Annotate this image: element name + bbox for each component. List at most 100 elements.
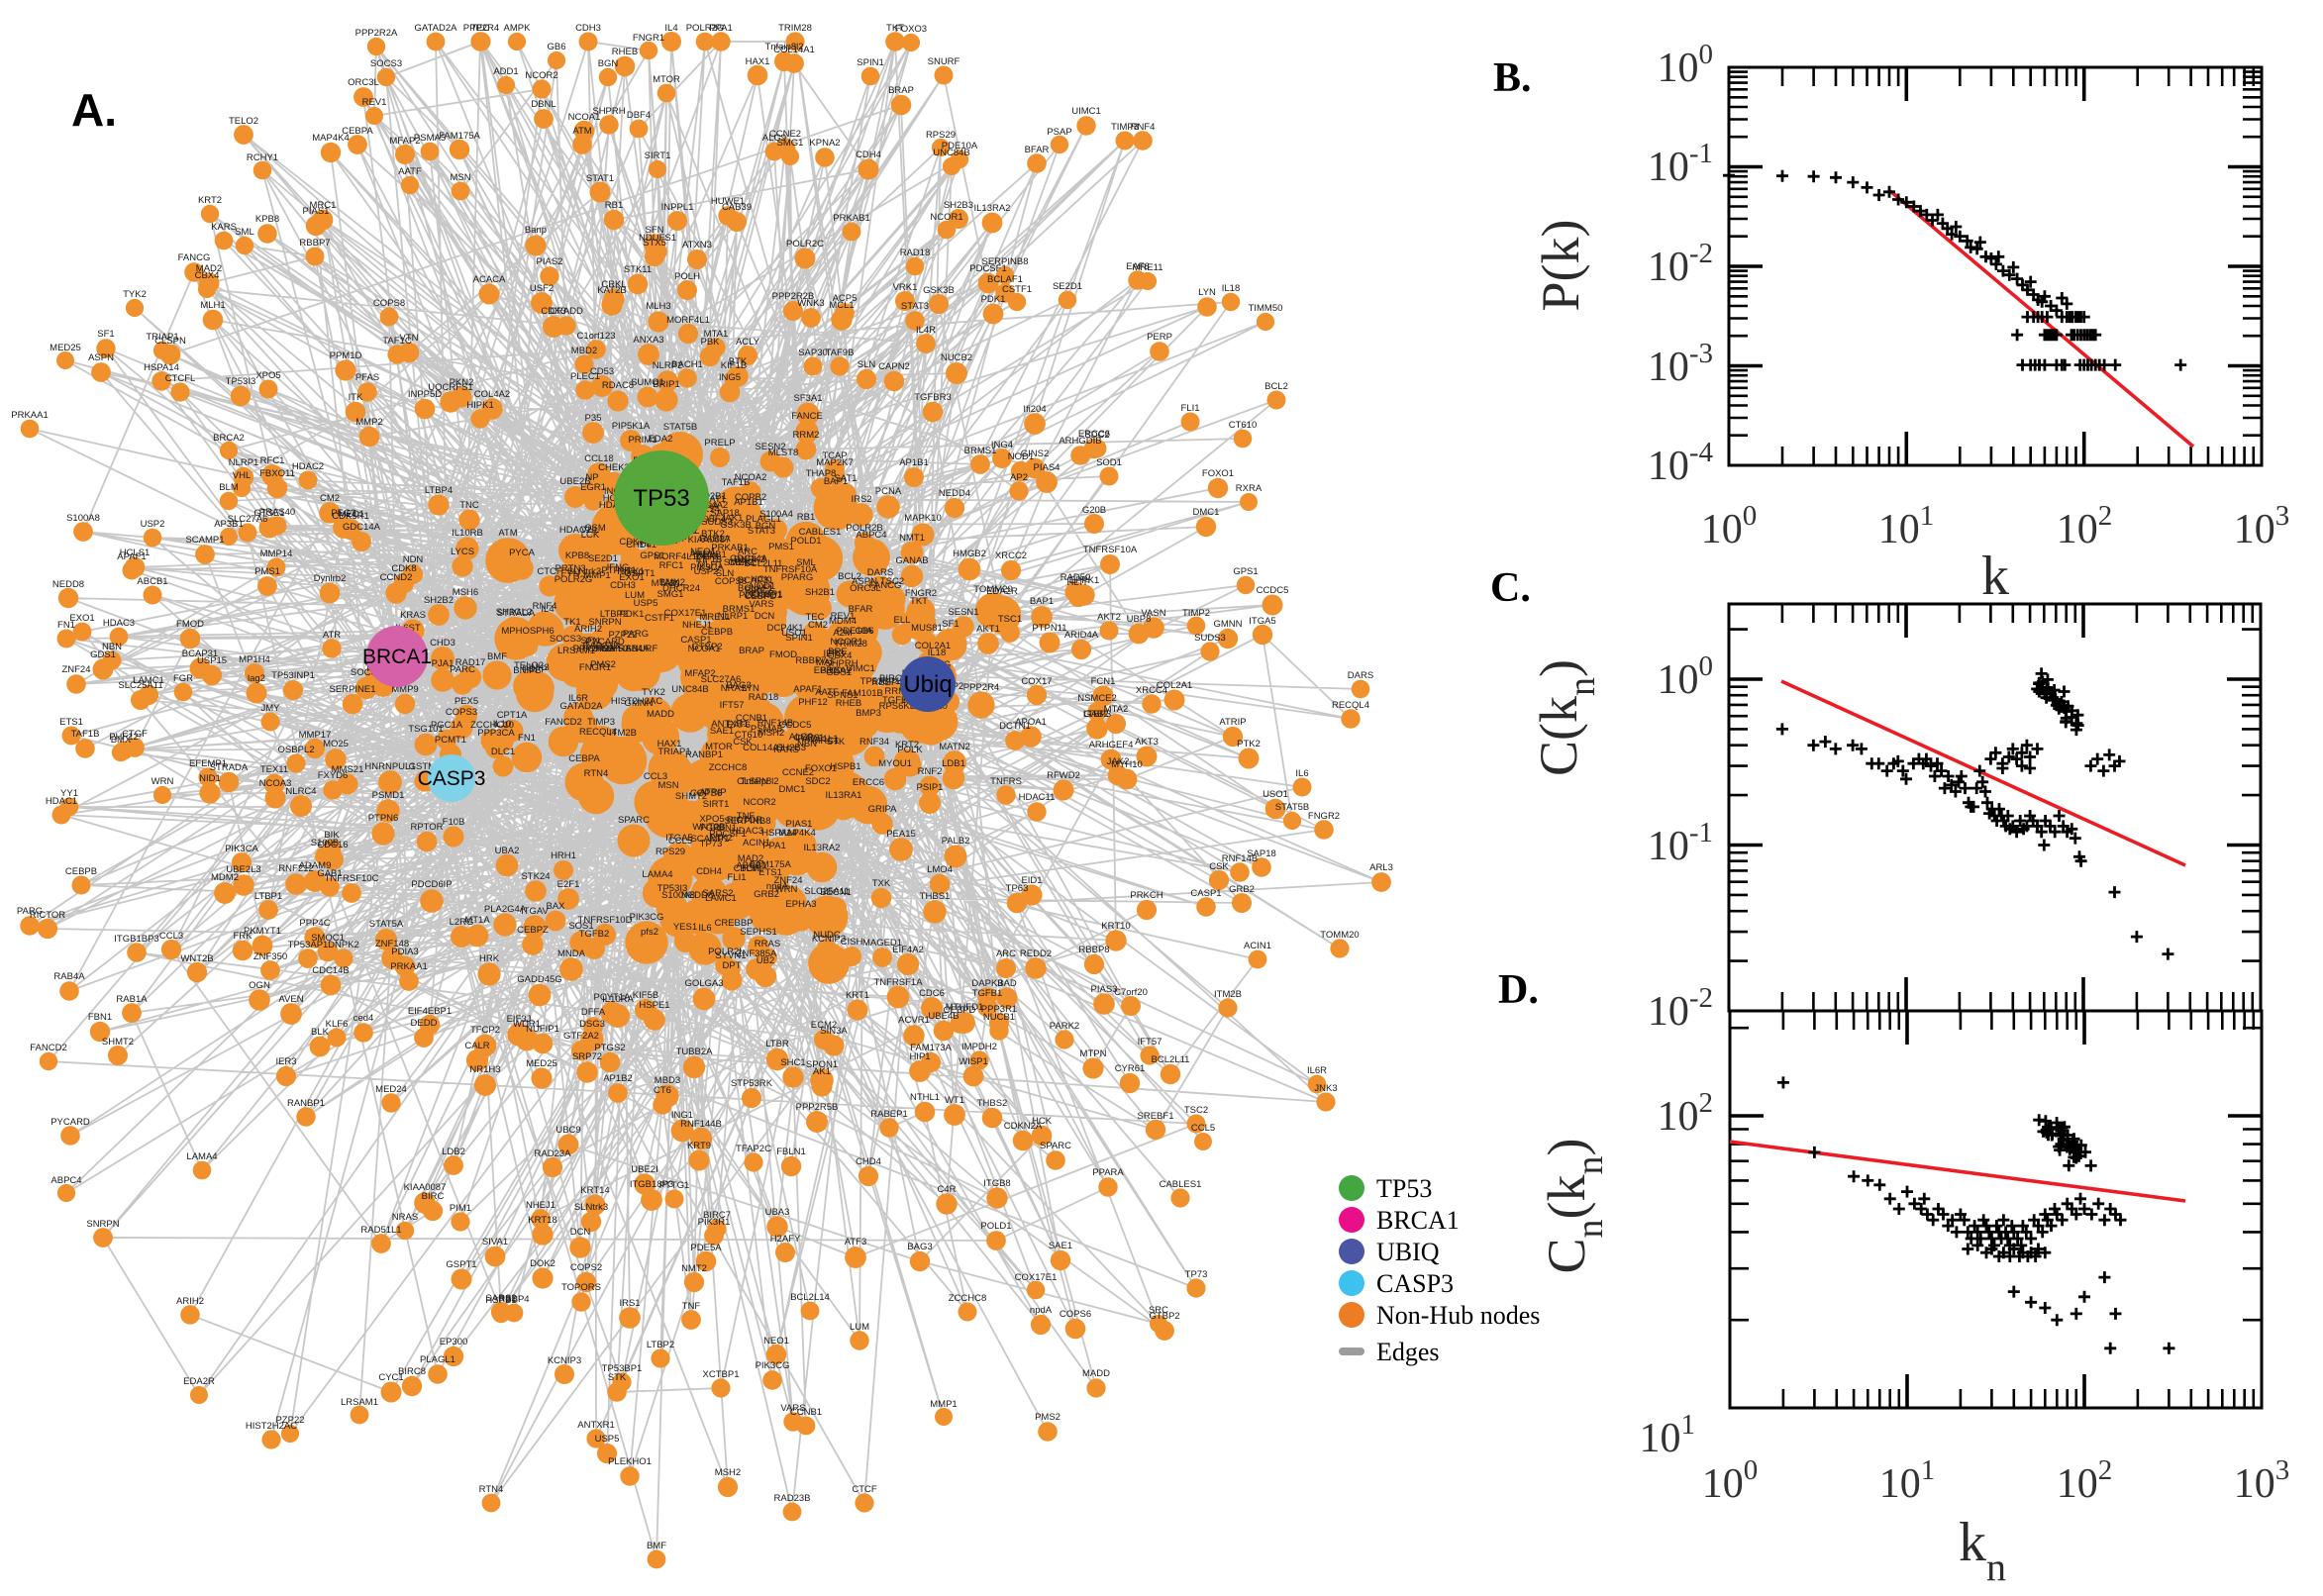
svg-text:EXO1: EXO1 bbox=[619, 572, 644, 583]
svg-text:TK1: TK1 bbox=[563, 617, 580, 628]
svg-text:NCOR1: NCOR1 bbox=[930, 212, 962, 223]
svg-text:SF3A1: SF3A1 bbox=[793, 393, 822, 404]
svg-text:ECM2: ECM2 bbox=[811, 1020, 837, 1031]
svg-text:k: k bbox=[1981, 546, 2009, 607]
svg-text:KRT18: KRT18 bbox=[528, 1215, 556, 1226]
svg-text:CCNE2: CCNE2 bbox=[769, 129, 801, 140]
svg-text:TOPORS: TOPORS bbox=[561, 1282, 601, 1293]
svg-text:Tnfaip8l2: Tnfaip8l2 bbox=[764, 42, 803, 52]
svg-text:MMP17: MMP17 bbox=[299, 730, 332, 741]
svg-text:KRT9: KRT9 bbox=[687, 1141, 711, 1151]
svg-text:CLSPN: CLSPN bbox=[737, 776, 768, 787]
svg-text:BRCA1: BRCA1 bbox=[1376, 1206, 1460, 1235]
svg-text:TCAP: TCAP bbox=[822, 450, 847, 461]
svg-text:GDC14A: GDC14A bbox=[343, 522, 381, 533]
svg-text:RICTOR: RICTOR bbox=[727, 815, 762, 826]
svg-text:BIRC8: BIRC8 bbox=[398, 1366, 426, 1377]
svg-text:PDE5A: PDE5A bbox=[690, 1243, 722, 1253]
svg-text:KIF1B: KIF1B bbox=[696, 554, 722, 565]
svg-text:ZCCHC8: ZCCHC8 bbox=[949, 1293, 987, 1304]
svg-text:SAE1: SAE1 bbox=[710, 726, 734, 737]
svg-text:CYR61: CYR61 bbox=[794, 733, 825, 744]
svg-text:PPA1: PPA1 bbox=[709, 23, 733, 34]
svg-text:ARHGDIB: ARHGDIB bbox=[1059, 436, 1101, 447]
svg-text:STK24: STK24 bbox=[521, 871, 550, 882]
svg-text:FNGR1: FNGR1 bbox=[579, 662, 611, 673]
svg-text:ABPC4: ABPC4 bbox=[856, 530, 886, 541]
svg-text:IL4R: IL4R bbox=[916, 325, 936, 336]
svg-text:CRADD: CRADD bbox=[550, 306, 583, 317]
svg-text:PDCSF1: PDCSF1 bbox=[709, 829, 746, 840]
svg-text:KIAA0087: KIAA0087 bbox=[404, 1182, 447, 1193]
svg-text:CAB39: CAB39 bbox=[722, 202, 752, 213]
svg-text:COX17E1: COX17E1 bbox=[1015, 1272, 1058, 1283]
svg-text:NMT2: NMT2 bbox=[681, 1263, 707, 1274]
svg-text:RICTOR: RICTOR bbox=[30, 910, 65, 921]
svg-text:HCK: HCK bbox=[1032, 1116, 1053, 1127]
svg-text:ING4: ING4 bbox=[991, 440, 1013, 450]
svg-text:PTGS2: PTGS2 bbox=[594, 1043, 625, 1053]
svg-text:POLR2C: POLR2C bbox=[786, 239, 824, 249]
svg-text:POLR2G: POLR2G bbox=[555, 574, 593, 585]
svg-text:LYN: LYN bbox=[1198, 287, 1216, 298]
svg-text:PIK3CA: PIK3CA bbox=[225, 844, 258, 854]
svg-text:BTK: BTK bbox=[729, 356, 748, 367]
svg-text:SLN: SLN bbox=[858, 359, 876, 370]
svg-text:AP3B1: AP3B1 bbox=[214, 519, 244, 530]
svg-text:FYN: FYN bbox=[561, 568, 580, 579]
svg-text:RAD17: RAD17 bbox=[455, 657, 486, 668]
svg-text:DMC1: DMC1 bbox=[779, 784, 806, 795]
svg-text:GATAD2A: GATAD2A bbox=[560, 701, 604, 712]
svg-text:REV1: REV1 bbox=[831, 611, 856, 622]
svg-text:SIRT1: SIRT1 bbox=[703, 799, 730, 810]
svg-text:RHEB: RHEB bbox=[836, 698, 861, 709]
svg-text:IFT57: IFT57 bbox=[1138, 1037, 1162, 1047]
svg-text:ATM: ATM bbox=[572, 126, 591, 137]
svg-text:CASP1: CASP1 bbox=[680, 635, 711, 646]
svg-text:CT610: CT610 bbox=[1229, 420, 1258, 431]
svg-text:NBN: NBN bbox=[797, 739, 817, 749]
svg-text:RNF144B: RNF144B bbox=[680, 1119, 722, 1130]
svg-text:ADD1: ADD1 bbox=[493, 66, 518, 77]
svg-text:BIRC7: BIRC7 bbox=[745, 585, 772, 596]
svg-text:BLM: BLM bbox=[219, 482, 239, 493]
svg-text:INPP5D: INPP5D bbox=[408, 389, 442, 400]
svg-text:MRE11: MRE11 bbox=[1133, 262, 1163, 273]
svg-text:HDAC2: HDAC2 bbox=[559, 525, 591, 536]
svg-text:JAK2: JAK2 bbox=[1107, 756, 1130, 767]
svg-text:WNT2B: WNT2B bbox=[692, 822, 725, 833]
svg-text:PRTN3: PRTN3 bbox=[556, 563, 586, 574]
svg-text:ABCB1: ABCB1 bbox=[736, 860, 766, 871]
svg-text:PALB2: PALB2 bbox=[942, 836, 970, 847]
svg-text:PTK2: PTK2 bbox=[1237, 739, 1261, 749]
svg-text:E2F1: E2F1 bbox=[557, 879, 580, 890]
svg-text:MAF: MAF bbox=[816, 657, 836, 668]
svg-text:PRKCH: PRKCH bbox=[1130, 890, 1162, 901]
svg-text:TUBB2A: TUBB2A bbox=[676, 1047, 714, 1057]
svg-text:SHMT2: SHMT2 bbox=[102, 1037, 134, 1047]
svg-text:DBNL: DBNL bbox=[531, 99, 556, 110]
svg-text:STAT3: STAT3 bbox=[748, 526, 775, 537]
svg-text:STAT1: STAT1 bbox=[586, 173, 614, 184]
svg-text:NHEJ1: NHEJ1 bbox=[682, 620, 712, 631]
svg-text:RNF14B: RNF14B bbox=[1222, 853, 1258, 864]
svg-text:BGN: BGN bbox=[598, 58, 619, 69]
svg-text:RABEP1: RABEP1 bbox=[870, 1109, 908, 1120]
svg-text:HSPB1: HSPB1 bbox=[485, 1295, 516, 1306]
svg-text:TAF1B: TAF1B bbox=[722, 477, 751, 488]
svg-text:PTPN11: PTPN11 bbox=[601, 565, 636, 576]
svg-text:SML: SML bbox=[235, 227, 254, 238]
svg-text:SLNtrk3: SLNtrk3 bbox=[574, 1202, 608, 1213]
svg-text:SH2B2: SH2B2 bbox=[424, 595, 454, 606]
svg-text:SLNtrk3: SLNtrk3 bbox=[567, 566, 601, 577]
svg-text:NCOA3: NCOA3 bbox=[259, 778, 292, 789]
svg-text:VHL: VHL bbox=[233, 470, 251, 481]
svg-text:EIF3J: EIF3J bbox=[507, 1014, 532, 1025]
svg-text:CDK8: CDK8 bbox=[391, 563, 416, 574]
svg-text:AVEN: AVEN bbox=[278, 994, 303, 1005]
svg-text:CCL18: CCL18 bbox=[584, 453, 614, 464]
svg-text:CDK5R1: CDK5R1 bbox=[332, 511, 369, 522]
svg-text:MMP1: MMP1 bbox=[930, 1399, 957, 1410]
svg-text:PTK2: PTK2 bbox=[709, 833, 733, 844]
svg-text:IL13RA2: IL13RA2 bbox=[974, 203, 1011, 214]
